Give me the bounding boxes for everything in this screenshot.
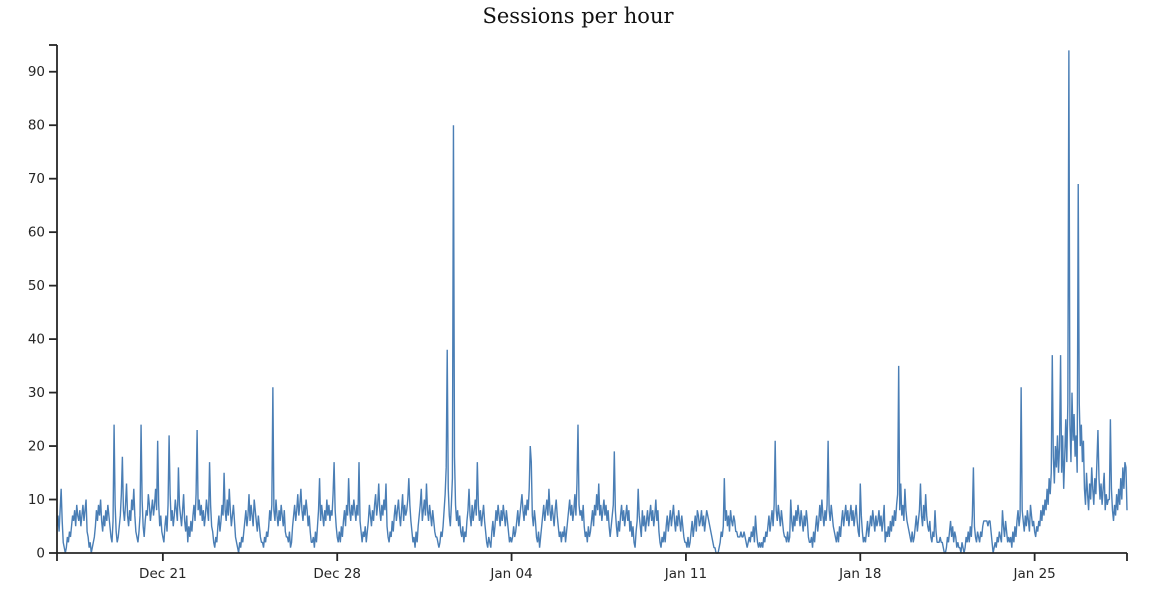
- y-tick-label: 20: [28, 439, 45, 455]
- y-tick-label: 90: [28, 64, 45, 80]
- y-tick-label: 10: [28, 492, 45, 508]
- y-tick-label: 40: [28, 332, 45, 348]
- chart-title: Sessions per hour: [482, 4, 674, 28]
- y-tick-label: 70: [28, 171, 45, 187]
- x-tick-label: Jan 11: [664, 566, 707, 582]
- x-tick-label: Dec 21: [139, 566, 187, 582]
- sessions-line: [56, 50, 1128, 554]
- y-tick-label: 0: [36, 546, 45, 562]
- x-tick-label: Jan 25: [1012, 566, 1055, 582]
- x-tick-label: Dec 28: [313, 566, 361, 582]
- y-tick-label: 80: [28, 118, 45, 134]
- x-tick-label: Jan 04: [489, 566, 532, 582]
- y-tick-label: 60: [28, 225, 45, 241]
- x-tick-label: Jan 18: [838, 566, 881, 582]
- y-tick-label: 50: [28, 278, 45, 294]
- y-tick-label: 30: [28, 385, 45, 401]
